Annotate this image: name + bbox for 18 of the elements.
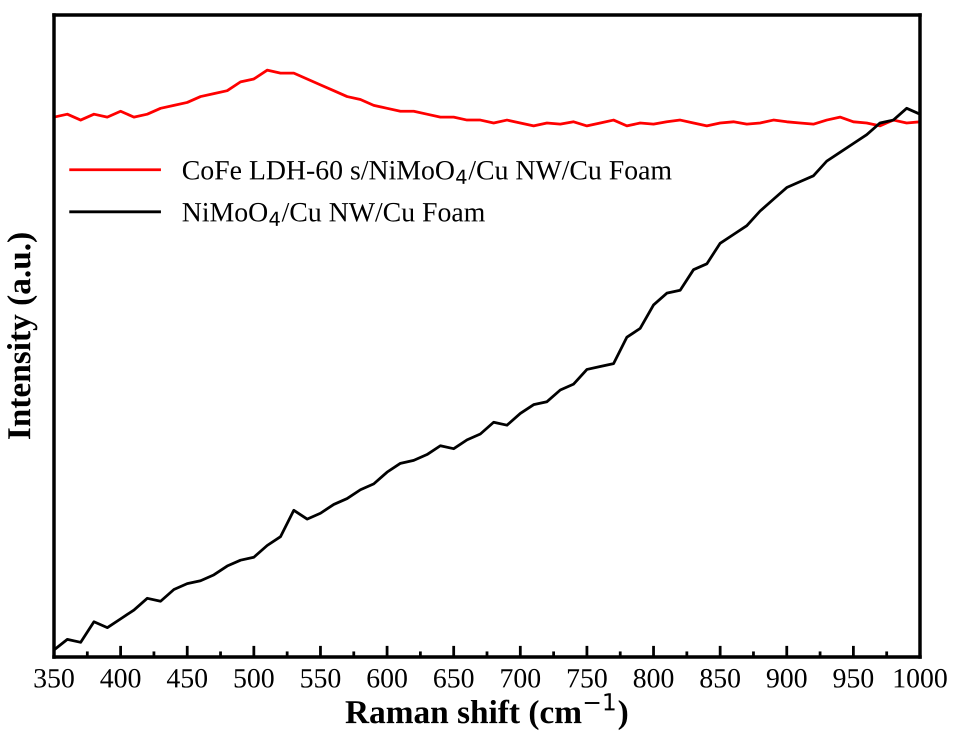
x-axis-title: Raman shift (cm$^{−1}$)	[346, 693, 628, 730]
x-tick-label: 800	[634, 668, 674, 688]
x-tick-label: 1000	[894, 668, 947, 688]
x-tick-label: 850	[700, 668, 740, 688]
x-tick-label: 700	[501, 668, 540, 688]
y-axis-title: Intensity (a.u.)	[7, 233, 38, 440]
legend-label: NiMoO$_{4}$/Cu NW/Cu Foam	[182, 202, 485, 226]
x-tick-label: 600	[367, 668, 407, 688]
x-tick-label: 350	[34, 668, 74, 688]
x-tick-label: 450	[166, 668, 208, 688]
x-tick-label: 500	[234, 668, 274, 688]
x-tick-label: 750	[568, 668, 607, 688]
x-tick-label: 550	[301, 668, 340, 688]
x-tick-label: 400	[100, 668, 140, 688]
legend-label: CoFe LDH-60 s/NiMoO$_{4}$/Cu NW/Cu Foam	[182, 160, 672, 184]
x-tick-label: 900	[766, 668, 807, 688]
x-tick-label: 950	[833, 668, 874, 688]
x-tick-label: 650	[434, 668, 474, 688]
